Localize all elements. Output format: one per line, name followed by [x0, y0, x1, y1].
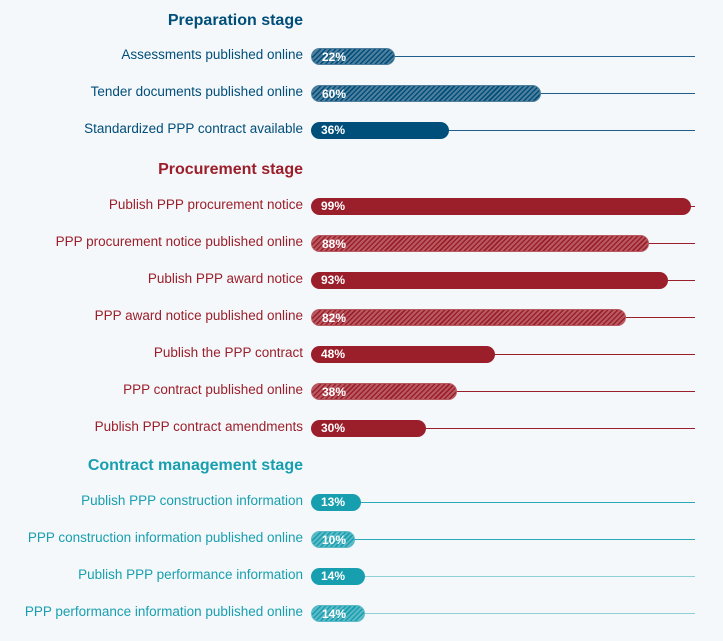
row-label: PPP award notice published online	[94, 308, 303, 323]
track-line	[689, 206, 695, 208]
value-label: 82%	[322, 311, 347, 325]
row-label: Tender documents published online	[90, 84, 303, 99]
track-line	[646, 243, 695, 245]
track-line	[623, 317, 695, 319]
bar: 30%	[311, 420, 427, 437]
track-line	[393, 56, 695, 58]
value-label: 14%	[321, 569, 346, 583]
value-label: 60%	[322, 87, 347, 101]
value-label: 38%	[322, 385, 347, 399]
value-label: 13%	[321, 495, 346, 509]
track-line	[353, 539, 695, 541]
stage-heading: Procurement stage	[158, 161, 303, 178]
row-label: Publish PPP construction information	[81, 493, 303, 508]
bar: 38%	[311, 383, 457, 400]
value-label: 36%	[321, 123, 346, 137]
value-label: 99%	[321, 199, 346, 213]
value-label: 22%	[322, 50, 347, 64]
bar: 14%	[311, 568, 365, 585]
value-label: 93%	[321, 273, 346, 287]
bar: 36%	[311, 122, 450, 139]
track-line	[666, 280, 695, 282]
row-label: Publish PPP procurement notice	[108, 197, 303, 212]
bar: 10%	[311, 531, 355, 548]
bar: 88%	[311, 235, 649, 252]
track-line	[424, 428, 695, 430]
track-line	[454, 391, 695, 393]
row-label: Assessments published online	[121, 47, 303, 62]
value-label: 10%	[322, 533, 347, 547]
row-label: Standardized PPP contract available	[84, 121, 303, 136]
row-label: Publish PPP performance information	[78, 567, 303, 582]
stage-heading: Preparation stage	[167, 12, 303, 29]
track-line	[362, 576, 695, 578]
bar: 48%	[311, 346, 496, 363]
bar: 93%	[311, 272, 669, 289]
value-label: 88%	[322, 237, 347, 251]
value-label: 30%	[321, 421, 346, 435]
track-line	[358, 502, 695, 504]
bar: 22%	[311, 48, 396, 65]
row-label: Publish the PPP contract	[153, 345, 303, 360]
stage-heading: Contract management stage	[87, 457, 303, 474]
track-line	[447, 130, 695, 132]
bar: 82%	[311, 309, 626, 326]
bar: 60%	[311, 85, 542, 102]
track-line	[362, 613, 695, 615]
row-label: PPP performance information published on…	[24, 604, 303, 619]
row-label: PPP contract published online	[123, 382, 303, 397]
track-line	[493, 354, 695, 356]
row-label: PPP construction information published o…	[27, 530, 303, 545]
value-label: 14%	[322, 607, 347, 621]
row-label: PPP procurement notice published online	[55, 234, 303, 249]
row-label: Publish PPP award notice	[147, 271, 303, 286]
bar: 14%	[311, 605, 365, 622]
track-line	[539, 93, 695, 95]
row-label: Publish PPP contract amendments	[94, 419, 303, 434]
value-label: 48%	[321, 347, 346, 361]
bar: 99%	[311, 198, 692, 215]
bar: 13%	[311, 494, 361, 511]
